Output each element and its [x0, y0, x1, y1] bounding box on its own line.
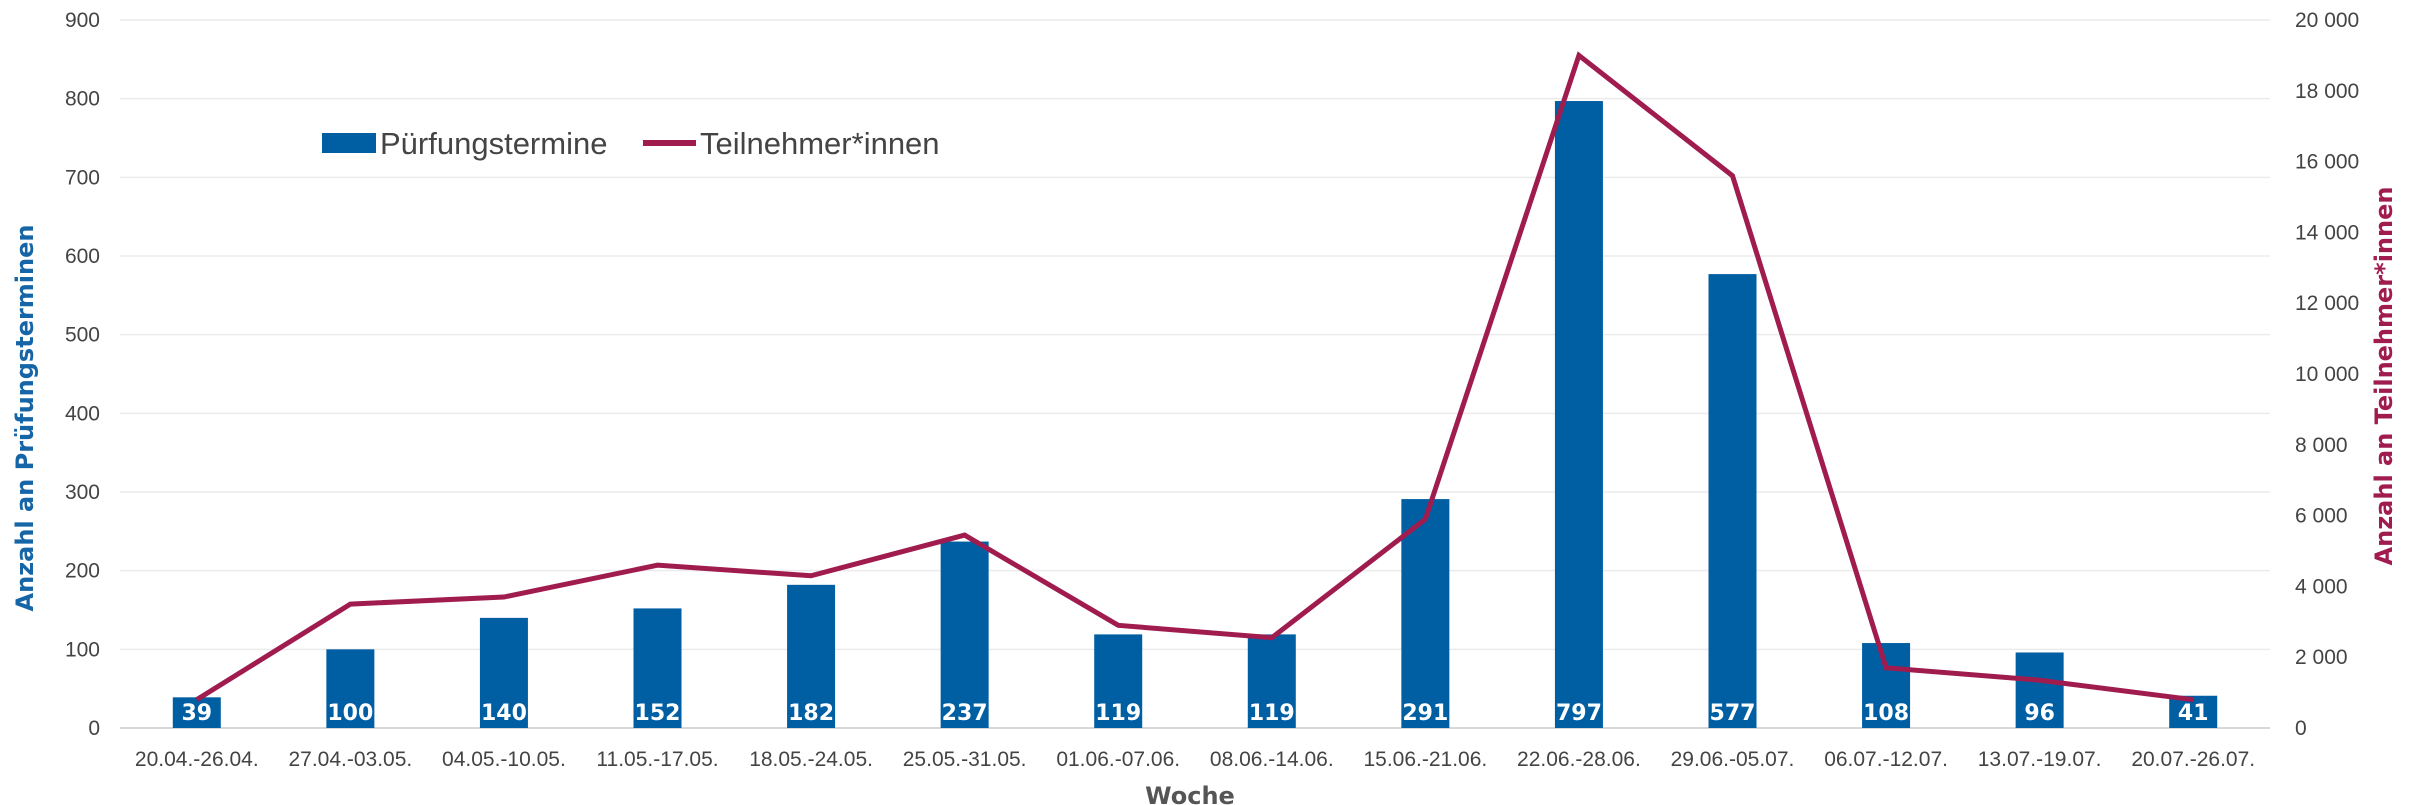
bar-data-labels: 39 100 140 152 182 237 119 119 291 797 577 108 96 41: [181, 701, 2208, 726]
y-right-tick-label: 0: [2295, 717, 2307, 740]
x-tick-label: 15.06.-21.06.: [1363, 748, 1487, 771]
bar: [172, 697, 221, 728]
bar: [1862, 643, 1911, 728]
bar: [1094, 634, 1143, 728]
y-axis-left-label: Anzahl an Prüfungsterminen: [11, 225, 39, 612]
legend-label-line: Teilnehmer*innen: [700, 126, 940, 161]
x-tick-label: 27.04.-03.05.: [288, 748, 412, 771]
bar-value-label: 96: [2024, 701, 2055, 726]
bar-value-label: 182: [788, 701, 834, 726]
bar-value-label: 119: [1249, 701, 1295, 726]
bar-value-label: 797: [1556, 701, 1602, 726]
bar-value-label: 108: [1863, 701, 1909, 726]
x-tick-labels: 20.04.-26.04. 27.04.-03.05. 04.05.-10.05. 1…: [135, 748, 2255, 771]
x-tick-label: 25.05.-31.05.: [903, 748, 1027, 771]
bar-value-label: 237: [942, 701, 988, 726]
bar: [1708, 274, 1757, 728]
x-tick-label: 18.05.-24.05.: [749, 748, 873, 771]
right-axis-ticks: 0 2 000 4 000 6 000 8 000 10 000 12 000 14 000 1…: [2295, 9, 2359, 740]
bar-value-label: 100: [327, 701, 373, 726]
legend: Pürfungstermine Teilnehmer*innen: [322, 126, 940, 161]
x-tick-label: 11.05.-17.05.: [596, 748, 718, 771]
y-axis-right-label: Anzahl an Teilnehmer*innen: [2370, 187, 2398, 566]
x-tick-label: 01.06.-07.06.: [1056, 748, 1180, 771]
y-left-tick-label: 100: [65, 638, 100, 661]
bar: [1247, 634, 1296, 728]
line-path: [195, 51, 2194, 703]
y-right-tick-label: 4 000: [2295, 575, 2348, 598]
bar: [633, 608, 682, 728]
x-tick-label: 29.06.-05.07.: [1671, 748, 1795, 771]
y-left-tick-label: 900: [65, 9, 100, 32]
y-right-tick-label: 14 000: [2295, 221, 2359, 244]
bar: [1554, 101, 1603, 728]
bar: [787, 584, 836, 728]
x-tick-label: 13.07.-19.07.: [1978, 748, 2102, 771]
x-axis-label: Woche: [1145, 782, 1235, 805]
y-left-tick-label: 600: [65, 245, 100, 268]
bar: [2015, 652, 2064, 728]
x-tick-label: 20.04.-26.04.: [135, 748, 259, 771]
line-series: [195, 51, 2194, 703]
y-left-tick-label: 300: [65, 481, 100, 504]
y-left-tick-label: 500: [65, 324, 100, 347]
y-right-tick-label: 18 000: [2295, 80, 2359, 103]
bar-series: [172, 101, 2218, 728]
bar-value-label: 291: [1402, 701, 1448, 726]
y-left-tick-label: 200: [65, 560, 100, 583]
y-right-tick-label: 12 000: [2295, 292, 2359, 315]
bar-value-label: 577: [1710, 701, 1756, 726]
y-left-tick-label: 400: [65, 402, 100, 425]
bar: [479, 617, 528, 728]
bar: [940, 541, 989, 728]
y-right-tick-label: 16 000: [2295, 151, 2359, 174]
y-left-tick-label: 0: [88, 717, 100, 740]
y-right-tick-label: 2 000: [2295, 646, 2348, 669]
y-right-tick-label: 8 000: [2295, 434, 2348, 457]
legend-swatch-bars: [322, 133, 376, 153]
bar-value-label: 119: [1095, 701, 1141, 726]
bar: [2169, 695, 2218, 728]
x-tick-label: 20.07.-26.07.: [2131, 748, 2255, 771]
x-tick-label: 04.05.-10.05.: [442, 748, 566, 771]
y-left-tick-label: 800: [65, 88, 100, 111]
y-right-tick-label: 20 000: [2295, 9, 2359, 32]
gridlines: [120, 19, 2270, 651]
x-tick-label: 06.07.-12.07.: [1824, 748, 1948, 771]
x-tick-label: 08.06.-14.06.: [1210, 748, 1334, 771]
legend-label-bars: Pürfungstermine: [380, 126, 607, 161]
left-axis-ticks: 0 100 200 300 400 500 600 700 800 900: [65, 9, 100, 740]
bar-value-label: 41: [2178, 701, 2209, 726]
bar: [1401, 499, 1450, 728]
y-left-tick-label: 700: [65, 166, 100, 189]
y-right-tick-label: 10 000: [2295, 363, 2359, 386]
x-tick-label: 22.06.-28.06.: [1517, 748, 1641, 771]
y-right-tick-label: 6 000: [2295, 505, 2348, 528]
bar-value-label: 152: [635, 701, 681, 726]
bar-value-label: 39: [181, 701, 212, 726]
bar-value-label: 140: [481, 701, 527, 726]
bar: [326, 649, 375, 728]
